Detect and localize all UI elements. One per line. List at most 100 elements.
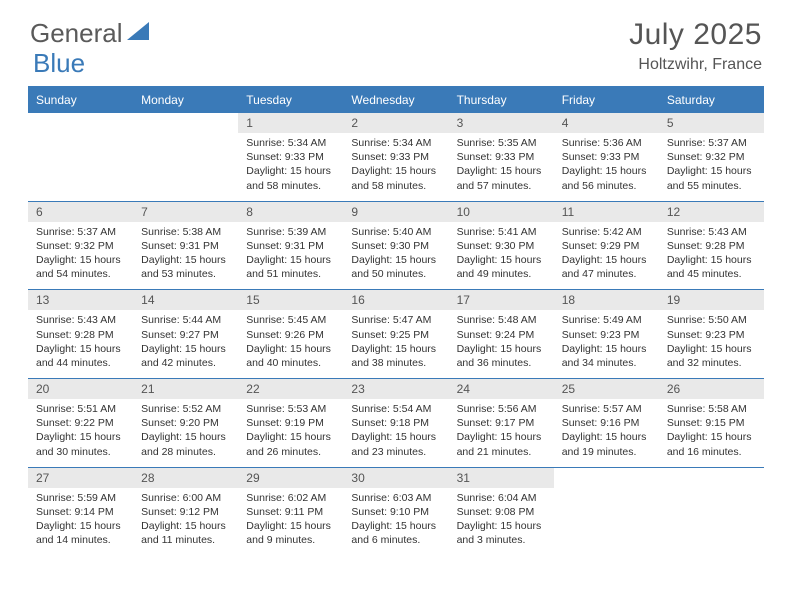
sunset-text: Sunset: 9:30 PM	[351, 239, 440, 253]
day-number: 5	[659, 112, 764, 133]
day-cell: Sunrise: 6:00 AMSunset: 9:12 PMDaylight:…	[133, 488, 238, 556]
day-number: 9	[343, 201, 448, 222]
sunrise-text: Sunrise: 5:51 AM	[36, 402, 125, 416]
daylight-text: Daylight: 15 hours and 54 minutes.	[36, 253, 125, 281]
day-number: 29	[238, 467, 343, 488]
daylight-text: Daylight: 15 hours and 6 minutes.	[351, 519, 440, 547]
sunrise-text: Sunrise: 6:04 AM	[457, 491, 546, 505]
sunrise-text: Sunrise: 5:37 AM	[667, 136, 756, 150]
sunset-text: Sunset: 9:08 PM	[457, 505, 546, 519]
sunrise-text: Sunrise: 5:58 AM	[667, 402, 756, 416]
day-cell: Sunrise: 5:35 AMSunset: 9:33 PMDaylight:…	[449, 133, 554, 201]
day-number: 11	[554, 201, 659, 222]
sunrise-text: Sunrise: 5:43 AM	[667, 225, 756, 239]
day-number: 30	[343, 467, 448, 488]
day-cell: Sunrise: 5:34 AMSunset: 9:33 PMDaylight:…	[343, 133, 448, 201]
day-number: 12	[659, 201, 764, 222]
sunset-text: Sunset: 9:11 PM	[246, 505, 335, 519]
daylight-text: Daylight: 15 hours and 32 minutes.	[667, 342, 756, 370]
logo-text-general: General	[30, 18, 123, 49]
week-number-row: 2728293031	[28, 467, 764, 488]
daylight-text: Daylight: 15 hours and 51 minutes.	[246, 253, 335, 281]
day-number: 31	[449, 467, 554, 488]
day-number	[659, 467, 764, 488]
week-data-row: Sunrise: 5:51 AMSunset: 9:22 PM Daylight:…	[28, 399, 764, 467]
calendar: Sunday Monday Tuesday Wednesday Thursday…	[28, 86, 764, 555]
sunset-text: Sunset: 9:27 PM	[141, 328, 230, 342]
sunset-text: Sunset: 9:33 PM	[351, 150, 440, 164]
daylight-text: Daylight: 15 hours and 38 minutes.	[351, 342, 440, 370]
sunrise-text: Sunrise: 5:50 AM	[667, 313, 756, 327]
day-number: 25	[554, 378, 659, 399]
day-cell: Sunrise: 5:49 AMSunset: 9:23 PMDaylight:…	[554, 310, 659, 378]
day-number	[554, 467, 659, 488]
sunset-text: Sunset: 9:12 PM	[141, 505, 230, 519]
day-cell: Sunrise: 5:40 AMSunset: 9:30 PMDaylight:…	[343, 222, 448, 290]
week-data-row: Sunrise: 5:43 AMSunset: 9:28 PMDaylight:…	[28, 310, 764, 378]
weeks-container: 12345Sunrise: 5:34 AMSunset: 9:33 PMDayl…	[28, 112, 764, 555]
sunrise-text: Sunrise: 5:54 AM	[351, 402, 440, 416]
day-cell: Sunrise: 5:56 AMSunset: 9:17 PMDaylight:…	[449, 399, 554, 467]
day-cell: Sunrise: 5:43 AMSunset: 9:28 PMDaylight:…	[28, 310, 133, 378]
day-number: 23	[343, 378, 448, 399]
sunset-text: Sunset: 9:16 PM	[562, 416, 651, 430]
sunrise-text: Sunrise: 6:03 AM	[351, 491, 440, 505]
week-number-row: 12345	[28, 112, 764, 133]
day-cell: Sunrise: 5:37 AMSunset: 9:32 PMDaylight:…	[659, 133, 764, 201]
day-cell: Sunrise: 6:03 AMSunset: 9:10 PMDaylight:…	[343, 488, 448, 556]
day-number: 6	[28, 201, 133, 222]
sunset-text: Sunset: 9:20 PM	[141, 416, 230, 430]
sunrise-text: Sunrise: 5:47 AM	[351, 313, 440, 327]
day-header: Saturday	[659, 88, 764, 112]
day-number	[133, 112, 238, 133]
sunset-text: Sunset: 9:28 PM	[667, 239, 756, 253]
daylight-text: Daylight: 15 hours and 21 minutes.	[457, 430, 546, 458]
sunset-text: Sunset: 9:30 PM	[457, 239, 546, 253]
day-number: 28	[133, 467, 238, 488]
daylight-text: Daylight: 15 hours and 23 minutes.	[351, 430, 440, 458]
sunset-text: Sunset: 9:33 PM	[457, 150, 546, 164]
day-cell: Sunrise: 5:52 AMSunset: 9:20 PMDaylight:…	[133, 399, 238, 467]
sunrise-text: Sunrise: 5:36 AM	[562, 136, 651, 150]
day-cell	[28, 133, 133, 201]
day-number: 14	[133, 289, 238, 310]
daylight-text: Daylight: 15 hours and 55 minutes.	[667, 164, 756, 192]
sunrise-text: Sunrise: 6:02 AM	[246, 491, 335, 505]
sunrise-text: Sunrise: 5:35 AM	[457, 136, 546, 150]
sunset-text: Sunset: 9:22 PM	[36, 416, 125, 430]
sunset-text: Sunset: 9:32 PM	[667, 150, 756, 164]
location: Holtzwihr, France	[629, 56, 762, 74]
day-number: 16	[343, 289, 448, 310]
daylight-text: Daylight: 15 hours and 44 minutes.	[36, 342, 125, 370]
day-cell: Sunrise: 5:41 AMSunset: 9:30 PMDaylight:…	[449, 222, 554, 290]
sunset-text: Sunset: 9:33 PM	[562, 150, 651, 164]
day-cell: Sunrise: 5:44 AMSunset: 9:27 PMDaylight:…	[133, 310, 238, 378]
day-number: 26	[659, 378, 764, 399]
day-number: 4	[554, 112, 659, 133]
day-number: 8	[238, 201, 343, 222]
sunset-text: Sunset: 9:23 PM	[562, 328, 651, 342]
daylight-text: Daylight: 15 hours and 57 minutes.	[457, 164, 546, 192]
daylight-text: Daylight: 15 hours and 50 minutes.	[351, 253, 440, 281]
day-cell	[554, 488, 659, 556]
day-number: 1	[238, 112, 343, 133]
day-number: 17	[449, 289, 554, 310]
sunset-text: Sunset: 9:25 PM	[351, 328, 440, 342]
daylight-text: Daylight: 15 hours and 3 minutes.	[457, 519, 546, 547]
sunrise-text: Sunrise: 5:39 AM	[246, 225, 335, 239]
day-header: Monday	[133, 88, 238, 112]
day-number: 27	[28, 467, 133, 488]
day-cell: Sunrise: 5:36 AMSunset: 9:33 PMDaylight:…	[554, 133, 659, 201]
day-cell	[133, 133, 238, 201]
daylight-text: Daylight: 15 hours and 58 minutes.	[246, 164, 335, 192]
sunrise-text: Sunrise: 5:42 AM	[562, 225, 651, 239]
day-number: 20	[28, 378, 133, 399]
day-number: 19	[659, 289, 764, 310]
sunrise-text: Sunrise: 5:38 AM	[141, 225, 230, 239]
daylight-text: Daylight: 15 hours and 28 minutes.	[141, 430, 230, 458]
week-number-row: 6789101112	[28, 201, 764, 222]
day-cell: Sunrise: 5:43 AMSunset: 9:28 PMDaylight:…	[659, 222, 764, 290]
sunset-text: Sunset: 9:24 PM	[457, 328, 546, 342]
day-number: 21	[133, 378, 238, 399]
day-cell: Sunrise: 5:54 AMSunset: 9:18 PMDaylight:…	[343, 399, 448, 467]
